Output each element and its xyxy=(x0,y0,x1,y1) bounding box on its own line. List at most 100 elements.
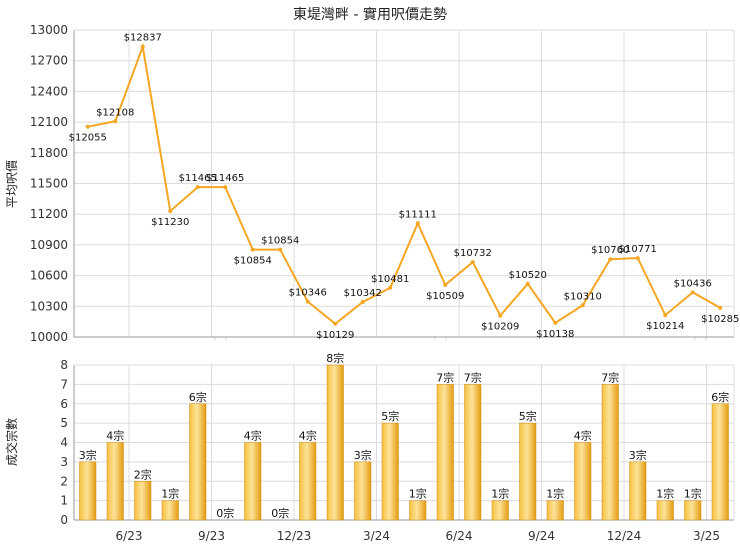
line-y-tick-label: 11500 xyxy=(30,177,68,191)
bar xyxy=(629,461,647,521)
line-point xyxy=(223,185,228,190)
line-value-label: $10138 xyxy=(536,329,574,340)
line-point xyxy=(85,124,90,129)
bar xyxy=(381,422,399,521)
line-point xyxy=(470,260,475,265)
bar xyxy=(464,384,482,521)
line-point xyxy=(443,282,448,287)
bar xyxy=(574,442,592,521)
bar-value-label: 7宗 xyxy=(464,370,482,384)
bar-value-label: 6宗 xyxy=(189,390,207,404)
line-value-label: $12108 xyxy=(96,107,134,118)
bar-series xyxy=(79,364,729,521)
bar xyxy=(656,500,674,521)
line-point xyxy=(113,119,118,124)
bar-value-label: 5宗 xyxy=(519,409,537,423)
bar-chart-grid: 0 1 2 3 4 5 6 7 8 6/23 9/23 12/23 3/24 6/24 9/24 12/24 3… xyxy=(60,358,735,543)
line-point xyxy=(663,313,668,318)
line-value-label: $10760 xyxy=(591,245,629,256)
bar-value-label: 3宗 xyxy=(79,448,97,462)
bar-y-tick-label: 1 xyxy=(60,494,68,508)
bar-y-tick-label: 0 xyxy=(60,513,68,527)
x-tick-label: 12/23 xyxy=(277,529,312,543)
line-value-label: $10346 xyxy=(289,288,327,299)
data-labels: 3宗 4宗 2宗 1宗 6宗 0宗 4宗 0宗 4宗 8宗 3宗 5宗 1宗 7宗 7宗 1宗 5宗 1宗 4宗 7宗… xyxy=(69,33,740,520)
line-value-label: $12837 xyxy=(124,33,162,44)
bar-y-tick-label: 7 xyxy=(60,377,68,391)
line-y-tick-label: 10600 xyxy=(30,269,68,283)
price-line xyxy=(87,42,721,326)
bar xyxy=(491,500,509,521)
bar-y-tick-label: 5 xyxy=(60,416,68,430)
line-y-tick-label: 13000 xyxy=(30,23,68,37)
line-value-label: $11465 xyxy=(179,173,217,184)
bar-y-tick-label: 8 xyxy=(60,358,68,372)
bar-y-tick-label: 6 xyxy=(60,397,68,411)
bar-value-label: 4宗 xyxy=(299,429,317,443)
line-value-label: $10854 xyxy=(261,236,299,247)
line-point xyxy=(168,209,173,214)
line-point xyxy=(635,256,640,261)
bar-value-label: 7宗 xyxy=(601,370,619,384)
line-value-label: $10214 xyxy=(646,321,684,332)
line-value-label: $10209 xyxy=(481,322,519,333)
bar xyxy=(134,481,152,521)
x-tick-label: 9/24 xyxy=(528,529,555,543)
line-y-tick-label: 11200 xyxy=(30,207,68,221)
bar-value-label: 1宗 xyxy=(409,487,427,501)
line-point xyxy=(278,247,283,252)
line-y-tick-label: 12100 xyxy=(30,115,68,129)
bar-value-label: 1宗 xyxy=(656,487,674,501)
line-value-label: $10310 xyxy=(564,291,602,302)
line-value-label: $10732 xyxy=(454,248,492,259)
bar xyxy=(79,461,97,521)
line-point xyxy=(718,305,723,310)
line-y-tick-label: 10000 xyxy=(30,330,68,344)
bar-y-tick-label: 2 xyxy=(60,474,68,488)
line-value-label: $10771 xyxy=(619,244,657,255)
line-y-tick-label: 12700 xyxy=(30,54,68,68)
bar xyxy=(354,461,372,521)
bar-value-label: 5宗 xyxy=(381,409,399,423)
bar-value-label: 1宗 xyxy=(684,487,702,501)
x-tick-label: 3/25 xyxy=(693,529,720,543)
bar xyxy=(546,500,564,521)
x-tick-label: 9/23 xyxy=(198,529,225,543)
line-point xyxy=(690,290,695,295)
x-tick-label: 12/24 xyxy=(607,529,642,543)
bar-value-label: 3宗 xyxy=(629,448,647,462)
line-point xyxy=(525,281,530,286)
line-value-label: $10481 xyxy=(371,274,409,285)
line-value-label: $10854 xyxy=(234,256,272,267)
bar-value-label: 2宗 xyxy=(134,467,152,481)
line-point xyxy=(140,44,145,49)
bar-value-label: 4宗 xyxy=(244,429,262,443)
line-value-label: $10436 xyxy=(674,278,712,289)
bar-y-tick-label: 4 xyxy=(60,436,68,450)
line-point xyxy=(195,185,200,190)
bar xyxy=(684,500,702,521)
bar-y-tick-label: 3 xyxy=(60,455,68,469)
bar xyxy=(161,500,179,521)
bar xyxy=(189,403,207,521)
bar-y-axis-label: 成交宗數 xyxy=(4,418,19,466)
line-value-label: $12055 xyxy=(69,133,107,144)
bar-value-label: 8宗 xyxy=(326,351,344,365)
line-point xyxy=(360,300,365,305)
chart-title: 東堤灣畔 - 實用呎價走勢 xyxy=(293,7,447,23)
line-value-label: $11111 xyxy=(399,209,437,220)
bar xyxy=(299,442,317,521)
line-value-label: $10285 xyxy=(701,314,739,325)
bar-value-label: 3宗 xyxy=(354,448,372,462)
line-point xyxy=(250,247,255,252)
bar xyxy=(244,442,262,521)
bar-value-label: 0宗 xyxy=(271,506,289,520)
line-point xyxy=(580,303,585,308)
bar xyxy=(409,500,427,521)
line-point xyxy=(498,313,503,318)
bar-value-label: 1宗 xyxy=(161,487,179,501)
line-value-label: $11230 xyxy=(151,217,189,228)
line-value-label: $10129 xyxy=(316,330,354,341)
line-value-label: $10342 xyxy=(344,288,382,299)
